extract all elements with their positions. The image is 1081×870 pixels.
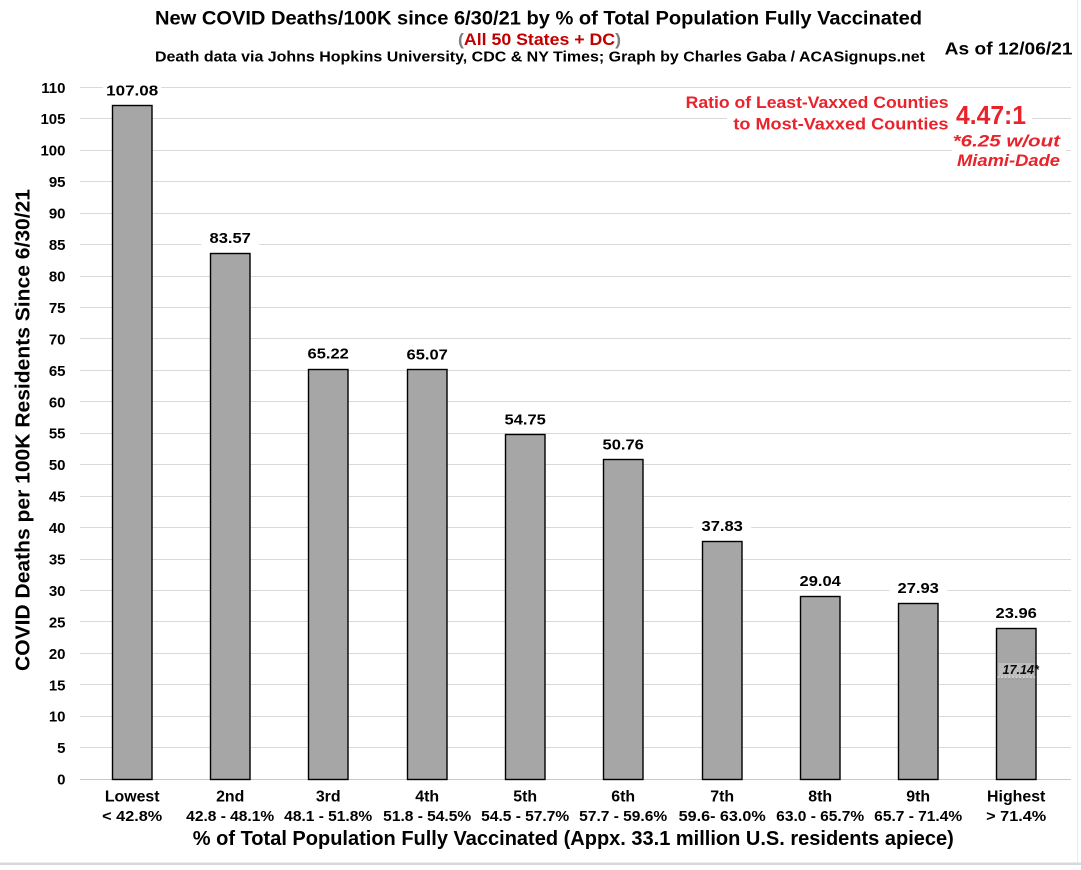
svg-text:70: 70 <box>49 331 66 348</box>
svg-text:63.0 - 65.7%: 63.0 - 65.7% <box>776 809 864 825</box>
svg-text:20: 20 <box>49 646 66 663</box>
svg-text:0: 0 <box>57 772 65 789</box>
svg-text:75: 75 <box>49 300 66 317</box>
svg-text:Ratio of Least-Vaxxed Counties: Ratio of Least-Vaxxed Counties <box>686 94 949 112</box>
svg-text:65.7 - 71.4%: 65.7 - 71.4% <box>874 809 962 825</box>
svg-text:110: 110 <box>41 80 65 97</box>
svg-text:37.83: 37.83 <box>702 519 743 535</box>
svg-text:54.75: 54.75 <box>505 412 546 428</box>
svg-text:100: 100 <box>40 143 65 160</box>
svg-text:27.93: 27.93 <box>898 581 939 597</box>
svg-text:105: 105 <box>40 111 65 128</box>
svg-text:2nd: 2nd <box>216 789 244 806</box>
svg-text:57.7 - 59.6%: 57.7 - 59.6% <box>579 809 667 825</box>
svg-text:85: 85 <box>49 237 66 254</box>
svg-text:*6.25 w/out: *6.25 w/out <box>953 131 1062 150</box>
svg-text:6th: 6th <box>611 789 635 806</box>
svg-text:50.76: 50.76 <box>603 438 644 454</box>
svg-text:8th: 8th <box>808 789 832 806</box>
svg-text:60: 60 <box>49 394 66 411</box>
svg-text:5: 5 <box>57 740 65 757</box>
svg-text:17.14*: 17.14* <box>1002 662 1039 677</box>
svg-text:15: 15 <box>49 677 66 694</box>
svg-text:Miami-Dade: Miami-Dade <box>957 151 1060 170</box>
svg-text:Highest: Highest <box>987 789 1046 806</box>
svg-text:Lowest: Lowest <box>105 789 160 806</box>
svg-text:90: 90 <box>49 206 66 223</box>
svg-text:50: 50 <box>49 457 66 474</box>
svg-text:35: 35 <box>49 552 66 569</box>
svg-text:30: 30 <box>49 583 66 600</box>
svg-text:80: 80 <box>49 269 66 286</box>
svg-text:9th: 9th <box>906 789 930 806</box>
svg-text:83.57: 83.57 <box>210 231 251 247</box>
svg-text:23.96: 23.96 <box>996 606 1037 622</box>
svg-text:As of 12/06/21: As of 12/06/21 <box>945 38 1073 58</box>
svg-text:4th: 4th <box>415 789 439 806</box>
svg-text:65.07: 65.07 <box>407 348 448 364</box>
svg-text:> 71.4%: > 71.4% <box>986 809 1046 825</box>
svg-text:65.22: 65.22 <box>308 347 349 363</box>
svg-text:95: 95 <box>49 174 66 191</box>
svg-text:42.8 - 48.1%: 42.8 - 48.1% <box>186 809 274 825</box>
svg-text:to Most-Vaxxed Counties: to Most-Vaxxed Counties <box>733 116 948 134</box>
svg-text:COVID Deaths per 100K Resident: COVID Deaths per 100K Residents Since 6/… <box>13 189 35 671</box>
svg-text:% of Total Population Fully Va: % of Total Population Fully Vaccinated (… <box>193 828 954 850</box>
svg-text:4.47:1: 4.47:1 <box>956 102 1026 130</box>
svg-text:25: 25 <box>49 614 66 631</box>
svg-text:59.6- 63.0%: 59.6- 63.0% <box>679 809 766 825</box>
svg-text:7th: 7th <box>710 789 734 806</box>
svg-text:45: 45 <box>49 489 66 506</box>
svg-text:(All 50 States + DC): (All 50 States + DC) <box>458 30 621 49</box>
svg-text:10: 10 <box>49 709 66 726</box>
svg-text:51.8 - 54.5%: 51.8 - 54.5% <box>383 809 471 825</box>
svg-text:54.5 - 57.7%: 54.5 - 57.7% <box>481 809 569 825</box>
svg-text:40: 40 <box>49 520 66 537</box>
svg-text:Death data via Johns Hopkins U: Death data via Johns Hopkins University,… <box>155 49 925 66</box>
svg-text:55: 55 <box>49 426 66 443</box>
svg-text:48.1 - 51.8%: 48.1 - 51.8% <box>284 809 372 825</box>
svg-text:5th: 5th <box>513 789 537 806</box>
svg-text:65: 65 <box>49 363 66 380</box>
svg-text:107.08: 107.08 <box>106 83 158 99</box>
svg-text:29.04: 29.04 <box>800 574 841 590</box>
svg-text:New COVID Deaths/100K since 6/: New COVID Deaths/100K since 6/30/21 by %… <box>155 7 922 29</box>
svg-text:3rd: 3rd <box>316 789 341 806</box>
svg-text:< 42.8%: < 42.8% <box>102 809 162 825</box>
